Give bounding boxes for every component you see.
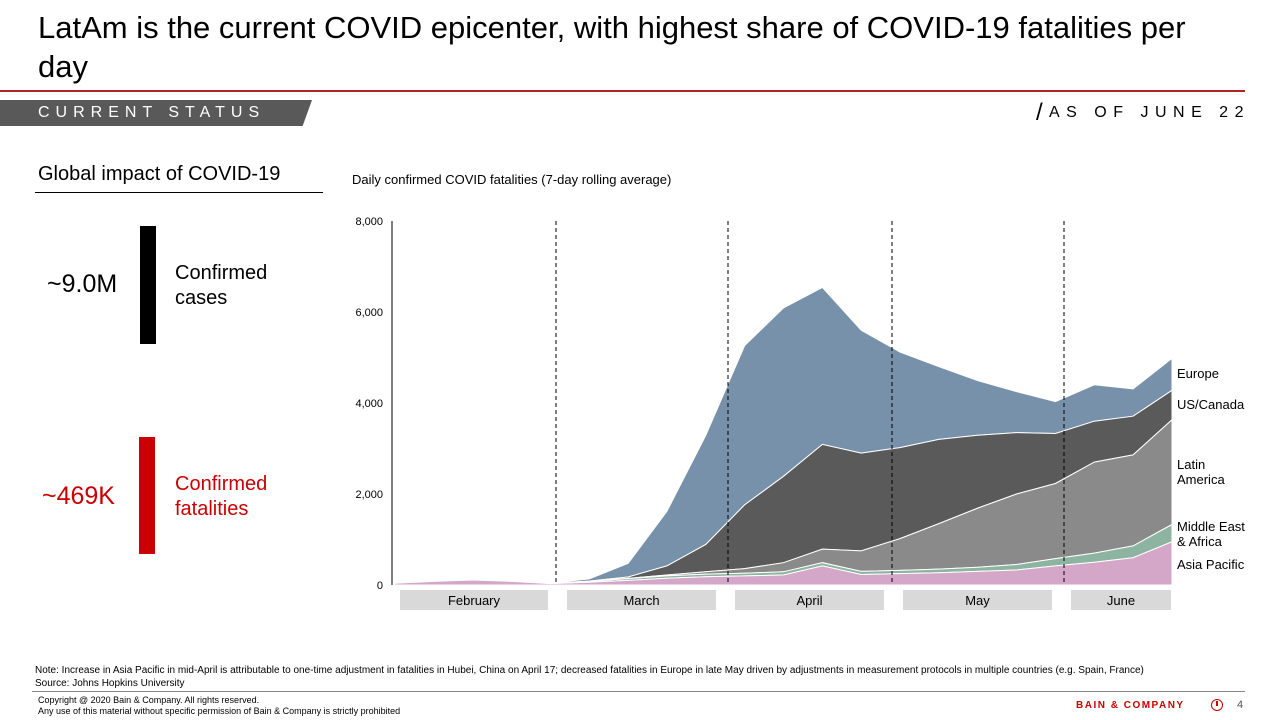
month-label: February: [448, 593, 501, 608]
month-box: [400, 590, 548, 610]
impact-panel-divider: [35, 192, 323, 193]
month-label: March: [623, 593, 659, 608]
month-labels: February March April May June: [400, 590, 1171, 610]
series-label: Europe: [1177, 366, 1219, 381]
y-axis: 0 2,000 4,000 6,000 8,000: [355, 216, 393, 592]
series-label: Asia Pacific: [1177, 557, 1245, 572]
series-label: Latin America: [1177, 457, 1225, 487]
y-tick-label: 0: [377, 580, 383, 592]
footer-divider: [32, 691, 1245, 692]
chart-title: Daily confirmed COVID fatalities (7-day …: [352, 172, 672, 187]
cases-bar: [140, 226, 156, 344]
title-divider: [0, 90, 1245, 92]
series-labels: Asia Pacific Middle East & Africa Latin Amer…: [1177, 366, 1245, 572]
impact-panel-title: Global impact of COVID-19: [38, 163, 281, 185]
fatalities-area-chart: 0 2,000 4,000 6,000 8,000 February March April…: [355, 216, 1245, 610]
area-asia-pacific: [394, 541, 1173, 586]
month-box: [735, 590, 884, 610]
month-box: [1071, 590, 1171, 610]
brand-logo: BAIN & COMPANY: [1076, 700, 1185, 711]
page-number: 4: [1237, 699, 1244, 711]
copyright-line: Copyright @ 2020 Bain & Company. All rig…: [38, 695, 260, 705]
copyright: Copyright @ 2020 Bain & Company. All rig…: [38, 695, 400, 717]
month-label: May: [965, 593, 990, 608]
footnote: Note: Increase in Asia Pacific in mid-Ap…: [35, 664, 1144, 690]
cases-label: Confirmed cases: [175, 262, 268, 309]
brand-icon: [1211, 699, 1223, 711]
y-tick-label: 6,000: [355, 307, 383, 319]
month-label: June: [1107, 593, 1135, 608]
month-box: [903, 590, 1052, 610]
section-tag-label: CURRENT STATUS: [38, 104, 266, 121]
usage-notice: Any use of this material without specifi…: [38, 706, 401, 716]
month-label: April: [796, 593, 822, 608]
fatalities-label: Confirmed fatalities: [175, 473, 268, 520]
y-tick-label: 2,000: [355, 489, 383, 501]
area-layers: [394, 286, 1173, 586]
section-tag: [0, 100, 312, 126]
as-of-date: AS OF JUNE 22: [1049, 104, 1250, 121]
fatalities-value: ~469K: [42, 482, 115, 510]
slash-mark: /: [1036, 99, 1043, 126]
y-tick-label: 8,000: [355, 216, 383, 228]
series-label: US/Canada: [1177, 397, 1245, 412]
series-label: Middle East & Africa: [1177, 519, 1245, 549]
note-text: Note: Increase in Asia Pacific in mid-Ap…: [35, 665, 1144, 676]
month-dividers: [555, 221, 1065, 585]
slide-title: LatAm is the current COVID epicenter, wi…: [38, 10, 1186, 84]
source-text: Source: Johns Hopkins University: [35, 678, 185, 689]
fatalities-bar: [139, 437, 155, 554]
month-box: [567, 590, 716, 610]
cases-value: ~9.0M: [47, 270, 118, 298]
y-tick-label: 4,000: [355, 398, 383, 410]
